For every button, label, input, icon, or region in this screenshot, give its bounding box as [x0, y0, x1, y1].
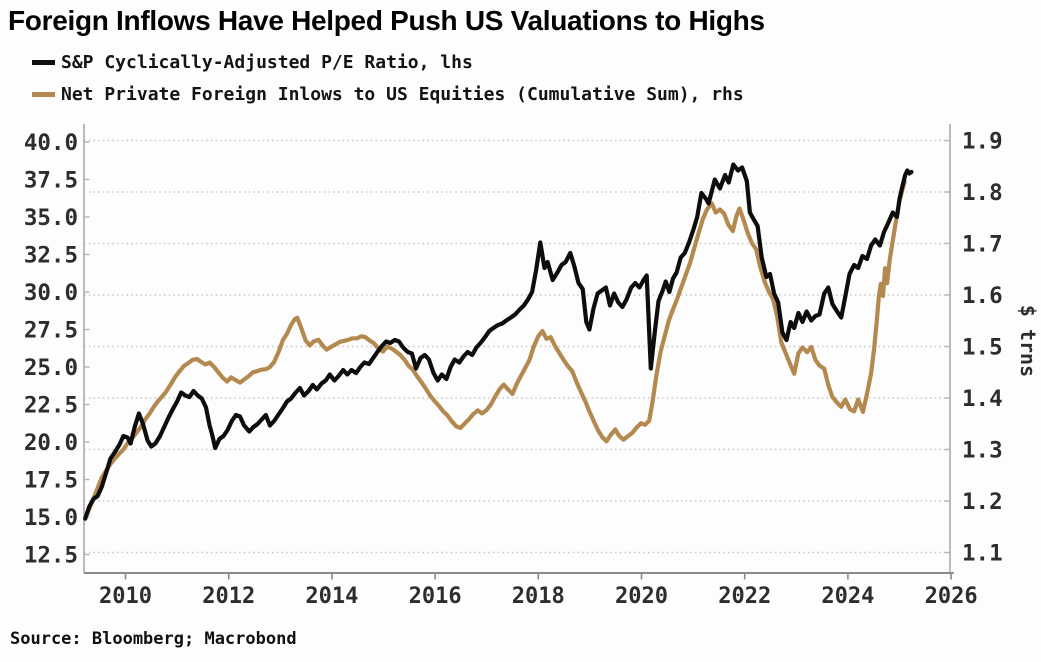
chart-title: Foreign Inflows Have Helped Push US Valu…	[8, 5, 765, 36]
x-axis-tick-label: 2022	[718, 584, 771, 609]
x-axis-tick-label: 2014	[305, 584, 358, 609]
left-axis-tick-label: 30.0	[24, 280, 78, 306]
x-axis-tick-label: 2024	[821, 584, 874, 609]
left-axis-tick-label: 22.5	[24, 393, 78, 419]
series-line-cape	[83, 162, 914, 521]
right-axis-unit-label: $ trns	[1016, 305, 1040, 377]
x-axis-tick-label: 2018	[512, 584, 565, 609]
legend-label-cape: S&P Cyclically-Adjusted P/E Ratio, lhs	[61, 52, 473, 73]
x-axis-tick-label: 2010	[99, 584, 152, 609]
left-axis-tick-label: 27.5	[24, 318, 78, 344]
source-note: Source: Bloomberg; Macrobond	[10, 629, 297, 649]
x-axis-tick-label: 2020	[615, 584, 668, 609]
left-axis-tick-label: 12.5	[24, 543, 78, 569]
left-axis-tick-label: 40.0	[24, 130, 78, 156]
right-axis-tick-label: 1.5	[962, 335, 1003, 361]
series-lines	[83, 162, 914, 522]
axes	[83, 124, 954, 580]
axis-tick-labels: 40.0 37.5 35.0 32.5 30.0 27.5 25.0 22.5 20.0 17.5…	[24, 129, 1040, 610]
cape-line-swatch	[32, 60, 55, 65]
right-axis-tick-label: 1.9	[962, 129, 1003, 155]
left-axis-tick-label: 35.0	[24, 205, 78, 231]
right-axis-tick-label: 1.1	[962, 541, 1003, 567]
left-axis-tick-label: 15.0	[24, 505, 78, 531]
gridlines	[84, 139, 950, 554]
right-axis-tick-label: 1.2	[962, 489, 1003, 515]
left-axis-tick-label: 20.0	[24, 430, 78, 456]
left-axis-tick-label: 32.5	[24, 243, 78, 269]
inflows-line-swatch	[32, 92, 55, 97]
right-axis-tick-label: 1.6	[962, 283, 1003, 309]
x-axis-tick-label: 2016	[409, 584, 462, 609]
right-axis-tick-label: 1.8	[962, 180, 1003, 206]
legend-label-inflows: Net Private Foreign Inlows to US Equitie…	[61, 84, 744, 105]
right-axis-tick-label: 1.4	[962, 386, 1003, 412]
left-axis-tick-label: 17.5	[24, 468, 78, 494]
right-axis-tick-label: 1.3	[962, 438, 1003, 464]
left-axis-tick-label: 37.5	[24, 168, 78, 194]
left-axis-tick-label: 25.0	[24, 355, 78, 381]
legend-item-cape: S&P Cyclically-Adjusted P/E Ratio, lhs	[32, 52, 473, 73]
legend-item-inflows: Net Private Foreign Inlows to US Equitie…	[32, 84, 744, 105]
series-line-inflows	[83, 179, 907, 522]
x-axis-tick-label: 2012	[202, 584, 255, 609]
right-axis-tick-label: 1.7	[962, 232, 1003, 258]
x-axis-tick-label: 2026	[925, 584, 978, 609]
